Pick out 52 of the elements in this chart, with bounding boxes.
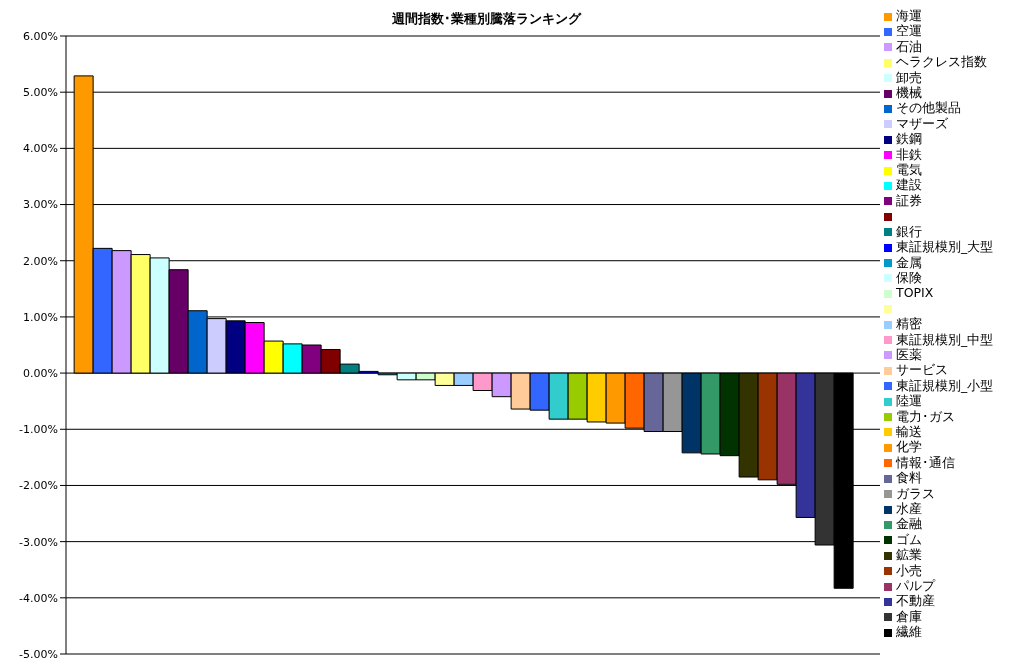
legend-label: TOPIX: [896, 285, 934, 301]
legend-label: 倉庫: [896, 608, 922, 624]
legend-label: ヘラクレス指数: [896, 54, 987, 70]
legend-label: ガラス: [896, 485, 935, 501]
legend-label: 東証規模別_大型: [896, 239, 994, 255]
legend-label: 不動産: [896, 593, 935, 609]
y-tick-label: -4.00%: [19, 591, 58, 605]
legend-label: 水産: [896, 501, 922, 516]
chart-title: 週間指数･業種別騰落ランキング: [391, 11, 581, 26]
legend-label: 食料: [896, 470, 922, 486]
legend-label: 陸運: [896, 393, 922, 409]
legend-label: 空運: [896, 23, 922, 39]
y-tick-label: -1.00%: [19, 423, 58, 437]
legend-label: 銀行: [896, 223, 922, 239]
legend-label: パルプ: [896, 578, 935, 594]
legend-label: 情報･通信: [896, 454, 955, 470]
legend-label: 精密: [896, 316, 922, 332]
y-tick-label: -5.00%: [19, 647, 58, 661]
legend-label: ゴム: [896, 531, 922, 547]
legend-label: 鉄鋼: [896, 131, 922, 147]
legend-label: 金融: [896, 516, 922, 532]
legend-label: マザーズ: [896, 115, 948, 131]
legend-label: 金属: [896, 254, 922, 270]
legend-label: 鉱業: [896, 547, 922, 563]
y-tick-label: 6.00%: [23, 29, 58, 43]
y-tick-label: 0.00%: [23, 367, 58, 380]
legend-label: 電気: [896, 162, 922, 178]
legend-label: 東証規模別_小型: [896, 377, 994, 393]
legend-label: 証券: [896, 192, 922, 208]
legend-label: 化学: [896, 439, 922, 455]
legend-label: 電力･ガス: [896, 408, 955, 424]
legend-label: 石油: [896, 38, 922, 54]
legend-label: 医薬: [896, 346, 922, 362]
legend-label: その他製品: [896, 100, 961, 116]
y-tick-label: 3.00%: [23, 198, 58, 212]
y-tick-label: 5.00%: [23, 86, 58, 100]
legend-label: 保険: [896, 269, 922, 285]
y-tick-label: 1.00%: [23, 310, 58, 324]
legend-label: 東証規模別_中型: [896, 331, 994, 347]
y-tick-label: -3.00%: [19, 535, 58, 549]
legend-label: 小売: [896, 562, 922, 578]
legend-label: 非鉄: [896, 146, 922, 162]
legend-label: サービス: [896, 362, 948, 378]
legend-label: 卸売: [896, 69, 922, 85]
legend-label: 建設: [896, 177, 922, 193]
legend-label: 繊維: [896, 624, 922, 640]
legend-label: 輸送: [896, 423, 922, 439]
y-tick-label: 4.00%: [23, 142, 58, 156]
legend-label: 機械: [896, 85, 922, 101]
y-tick-label: 2.00%: [23, 254, 58, 268]
legend-label: 海運: [896, 8, 922, 23]
y-tick-label: -2.00%: [19, 479, 58, 493]
